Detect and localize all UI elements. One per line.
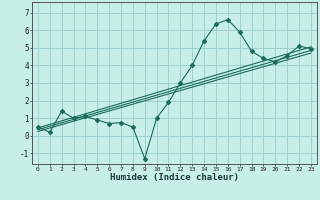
X-axis label: Humidex (Indice chaleur): Humidex (Indice chaleur) [110,173,239,182]
